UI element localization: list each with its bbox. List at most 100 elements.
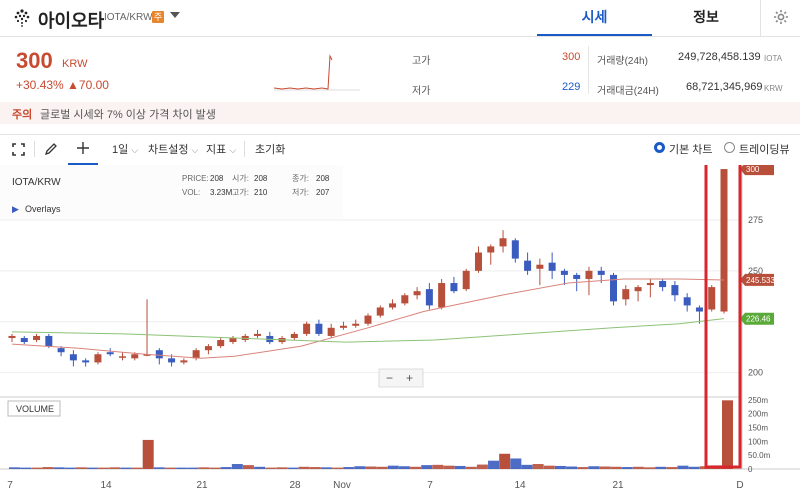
- volume-tick-label: 100m: [748, 437, 768, 446]
- highlight-box: [704, 165, 742, 469]
- candle-body: [720, 169, 728, 312]
- price-tag: [740, 312, 774, 325]
- basic-chart-label[interactable]: 기본 차트: [669, 144, 713, 156]
- candle-body: [327, 327, 335, 336]
- header-bar: [0, 0, 800, 37]
- x-tick-label: 14: [100, 480, 112, 491]
- volume-bar: [220, 467, 232, 469]
- price-tag-label: 245.533: [746, 276, 775, 285]
- volume-bar: [254, 466, 266, 469]
- chevron-down-icon: ⌵: [191, 145, 199, 155]
- notice-label: 주의: [12, 109, 33, 121]
- high-value: 300: [562, 51, 581, 63]
- price-tag: [740, 165, 774, 176]
- volume-bar: [688, 466, 700, 469]
- reset-button[interactable]: 초기화: [255, 144, 286, 156]
- volume-bar: [242, 465, 254, 469]
- candle-body: [413, 291, 421, 296]
- candle-body: [708, 287, 716, 310]
- basic-chart-radio[interactable]: [654, 142, 665, 153]
- tradingview-label[interactable]: 트레이딩뷰: [739, 144, 790, 156]
- volume-bar: [521, 464, 533, 469]
- crosshair-tool[interactable]: [68, 135, 98, 165]
- indicators-menu[interactable]: 지표 ⌵: [206, 141, 236, 157]
- candle-body: [143, 354, 151, 356]
- volume-tick-label: 150m: [748, 423, 768, 432]
- volume-tick-label: 50.0m: [748, 451, 771, 460]
- pencil-icon[interactable]: [44, 142, 58, 156]
- candle-body: [20, 337, 28, 343]
- sparkline-chart: [274, 46, 360, 94]
- ohlc-info-text: 고가:: [232, 188, 249, 197]
- volume-bar: [320, 467, 332, 469]
- volume-bar: [198, 467, 210, 469]
- volume-bar: [53, 467, 65, 469]
- candle-body: [254, 333, 262, 336]
- volume-bar: [86, 467, 98, 469]
- candle-body: [659, 281, 667, 288]
- market-dropdown-icon[interactable]: [170, 12, 180, 18]
- candle-body: [695, 307, 703, 312]
- volume-bar: [120, 467, 132, 469]
- volume-bar: [109, 467, 121, 469]
- ohlc-info-text: 종가:: [292, 174, 309, 183]
- x-tick-label: Nov: [333, 480, 351, 491]
- candle-body: [401, 295, 409, 304]
- fullscreen-icon[interactable]: [12, 143, 25, 156]
- candle-body: [192, 350, 200, 359]
- candle-body: [634, 287, 642, 292]
- chart-symbol: IOTA/KRW: [12, 177, 61, 188]
- notice-text: 글로벌 시세와 7% 이상 가격 차이 발생: [40, 109, 216, 121]
- price-tag-label: 226.46: [746, 315, 771, 324]
- chart-settings-menu[interactable]: 차트설정 ⌵: [148, 141, 198, 157]
- x-tick-label: 28: [289, 480, 301, 491]
- high-label: 고가: [412, 56, 431, 67]
- candle-body: [524, 260, 532, 271]
- chart-settings-label: 차트설정: [148, 144, 189, 156]
- tradingview-radio[interactable]: [724, 142, 735, 153]
- volume-bar: [476, 464, 488, 469]
- coin-name: 아이오타: [38, 11, 105, 31]
- volume-bar: [599, 466, 611, 469]
- volume-bar: [332, 467, 344, 469]
- volume-bar: [153, 467, 165, 469]
- volume-bar: [398, 466, 410, 469]
- settings-button[interactable]: [760, 0, 800, 36]
- tab-price[interactable]: 시세: [537, 0, 652, 36]
- volume-bar: [443, 465, 455, 469]
- price-chart[interactable]: 275250225200IOTA/KRW▶OverlaysPRICE:208시가…: [0, 165, 800, 498]
- volume-bar: [577, 467, 589, 469]
- zoom-in-button[interactable]: +: [406, 371, 413, 385]
- volume-bar: [354, 466, 366, 469]
- volume-bar: [543, 465, 555, 469]
- gear-icon: [774, 10, 788, 24]
- candle-body: [536, 264, 544, 269]
- tab-info[interactable]: 정보: [693, 9, 719, 25]
- zoom-out-button[interactable]: −: [386, 371, 393, 385]
- volume-bar: [644, 467, 656, 469]
- market-pair: IOTA/KRW: [104, 12, 153, 23]
- candle-body: [671, 285, 679, 296]
- volume-bar: [532, 464, 544, 469]
- toolbar-divider: [34, 141, 35, 157]
- volume-tick-label: 250m: [748, 396, 768, 405]
- amount-unit: KRW: [764, 84, 783, 93]
- volume-bar: [209, 467, 221, 469]
- volume-tick-label: 200m: [748, 410, 768, 419]
- volume-bar: [454, 465, 466, 469]
- interval-select[interactable]: 1일 ⌵: [112, 141, 138, 157]
- candle-body: [511, 240, 519, 259]
- volume-bar: [387, 465, 399, 469]
- volume-label: VOLUME: [16, 404, 54, 414]
- y-tick-label: 200: [748, 368, 763, 378]
- x-tick-label: 21: [612, 480, 624, 491]
- volume-bar: [376, 466, 388, 469]
- candle-body: [168, 358, 176, 363]
- volume-bar: [75, 467, 87, 469]
- ohlc-info-text: 208: [316, 174, 330, 183]
- volume-bar: [187, 467, 199, 469]
- volume-value: 249,728,458.139: [678, 51, 761, 63]
- candle-body: [560, 270, 568, 275]
- candle-body: [352, 323, 360, 326]
- volume-bar: [677, 465, 689, 469]
